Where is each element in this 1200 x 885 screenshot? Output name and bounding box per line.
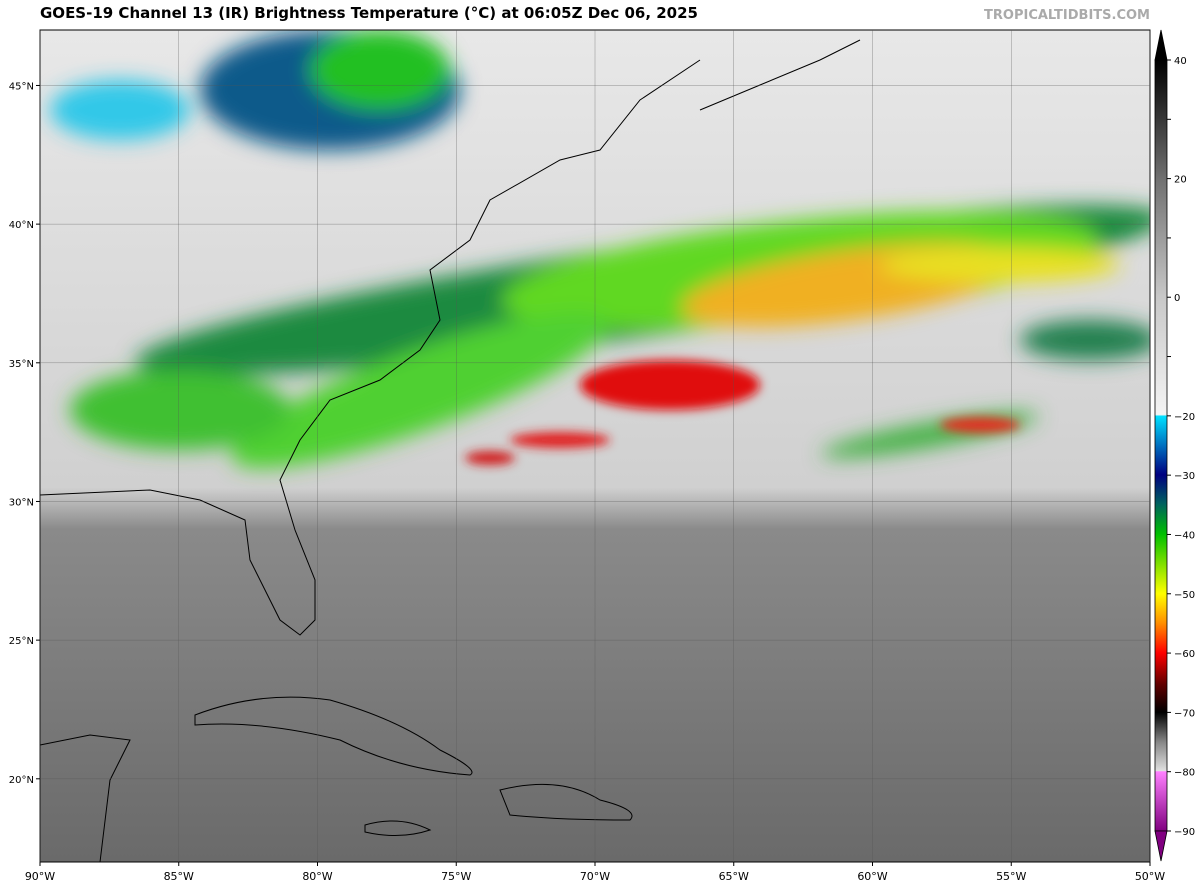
y-tick-label: 30°N — [9, 497, 34, 508]
colorbar-top-tip — [1154, 29, 1168, 61]
y-tick-label: 35°N — [9, 359, 34, 370]
colorbar — [1154, 59, 1168, 832]
x-tick-label: 60°W — [857, 870, 887, 883]
colorbar-tick-label: −40 — [1174, 530, 1195, 541]
colorbar-bottom-tip — [1154, 830, 1168, 862]
colorbar-tick-label: −60 — [1174, 649, 1195, 660]
x-tick-label: 85°W — [164, 870, 194, 883]
colorbar-tick-label: −80 — [1174, 768, 1195, 779]
imagery — [40, 30, 1150, 862]
colorbar-tick-label: −20 — [1174, 412, 1195, 423]
x-tick-label: 70°W — [580, 870, 610, 883]
colorbar-tick-label: −50 — [1174, 590, 1195, 601]
title: GOES-19 Channel 13 (IR) Brightness Tempe… — [40, 4, 698, 22]
colorbar-tick-label: −90 — [1174, 827, 1195, 838]
x-tick-label: 50°W — [1135, 870, 1165, 883]
x-tick-label: 90°W — [25, 870, 55, 883]
colorbar-tick-label: −70 — [1174, 708, 1195, 719]
x-tick-label: 65°W — [719, 870, 749, 883]
y-tick-label: 45°N — [9, 81, 34, 92]
colorbar-tick-label: −30 — [1174, 471, 1195, 482]
y-tick-label: 40°N — [9, 220, 34, 231]
watermark: TROPICALTIDBITS.COM — [984, 8, 1150, 23]
x-tick-label: 75°W — [441, 870, 471, 883]
x-tick-label: 80°W — [302, 870, 332, 883]
colorbar-tick-label: 20 — [1174, 175, 1187, 186]
colorbar-tick-label: 40 — [1174, 56, 1187, 67]
y-tick-label: 25°N — [9, 636, 34, 647]
x-tick-label: 55°W — [996, 870, 1026, 883]
colorbar-tick-label: 0 — [1174, 293, 1180, 304]
y-tick-label: 20°N — [9, 775, 34, 786]
